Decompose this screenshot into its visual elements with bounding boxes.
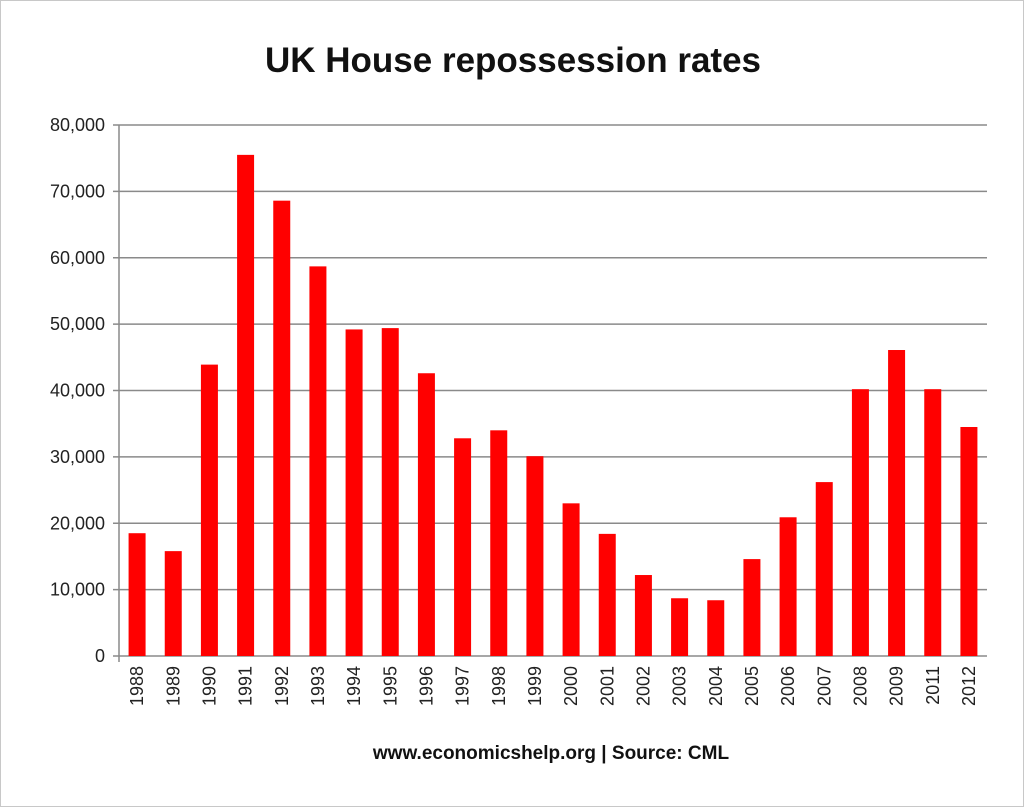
bar-1994 (345, 329, 363, 656)
y-tick-label: 10,000 (50, 580, 105, 600)
x-tick-label: 2007 (814, 666, 834, 706)
bar-2005 (743, 559, 761, 656)
x-tick-label: 2003 (670, 666, 690, 706)
bar-1988 (128, 533, 146, 656)
bar-1996 (417, 373, 435, 656)
x-tick-label: 2005 (742, 666, 762, 706)
bar-1991 (237, 154, 255, 656)
x-tick-label: 2012 (959, 666, 979, 706)
bar-2002 (634, 575, 652, 656)
x-tick-label: 2008 (850, 666, 870, 706)
bar-2007 (815, 482, 833, 656)
y-tick-label: 50,000 (50, 314, 105, 334)
x-tick-label: 1997 (453, 666, 473, 706)
bar-1999 (526, 456, 544, 656)
bar-2012 (960, 427, 978, 656)
bar-1992 (273, 200, 291, 657)
chart-title: UK House repossession rates (264, 41, 761, 80)
y-tick-label: 40,000 (50, 381, 105, 401)
chart-source-footer: www.economicshelp.org | Source: CML (372, 743, 730, 764)
y-tick-label: 0 (95, 646, 105, 666)
y-tick-label: 30,000 (50, 447, 105, 467)
x-tick-label: 1988 (127, 666, 147, 706)
y-tick-label: 20,000 (50, 513, 105, 533)
x-tick-label: 1991 (236, 666, 256, 706)
x-tick-label: 1994 (344, 666, 364, 706)
y-tick-label: 60,000 (50, 248, 105, 268)
y-tick-label: 80,000 (50, 115, 105, 135)
x-tick-label: 2001 (597, 666, 617, 706)
bar-1990 (200, 364, 218, 656)
x-tick-label: 1989 (163, 666, 183, 706)
bar-1995 (381, 328, 399, 656)
bar-1993 (309, 266, 327, 656)
bar-2006 (779, 517, 797, 656)
bar-2001 (598, 533, 616, 656)
x-tick-label: 2000 (561, 666, 581, 706)
bar-1989 (164, 551, 182, 656)
bar-2008 (851, 389, 869, 656)
x-tick-label: 2011 (923, 666, 943, 705)
x-tick-label: 1992 (272, 666, 292, 706)
x-tick-label: 2006 (778, 666, 798, 706)
bar-2009 (888, 350, 906, 656)
x-tick-label: 2009 (887, 666, 907, 706)
bar-2003 (671, 598, 689, 656)
x-tick-label: 1995 (380, 666, 400, 706)
x-tick-label: 1996 (416, 666, 436, 706)
x-tick-label: 1999 (525, 666, 545, 706)
bar-1997 (454, 438, 472, 656)
bar-2000 (562, 503, 580, 656)
bar-2004 (707, 600, 725, 656)
bar-2011 (924, 389, 942, 656)
x-tick-label: 1993 (308, 666, 328, 706)
x-tick-label: 2002 (633, 666, 653, 706)
y-tick-label: 70,000 (50, 181, 105, 201)
x-tick-label: 1998 (489, 666, 509, 706)
bar-1998 (490, 430, 508, 656)
x-tick-label: 2004 (706, 666, 726, 706)
x-tick-label: 1990 (199, 666, 219, 706)
